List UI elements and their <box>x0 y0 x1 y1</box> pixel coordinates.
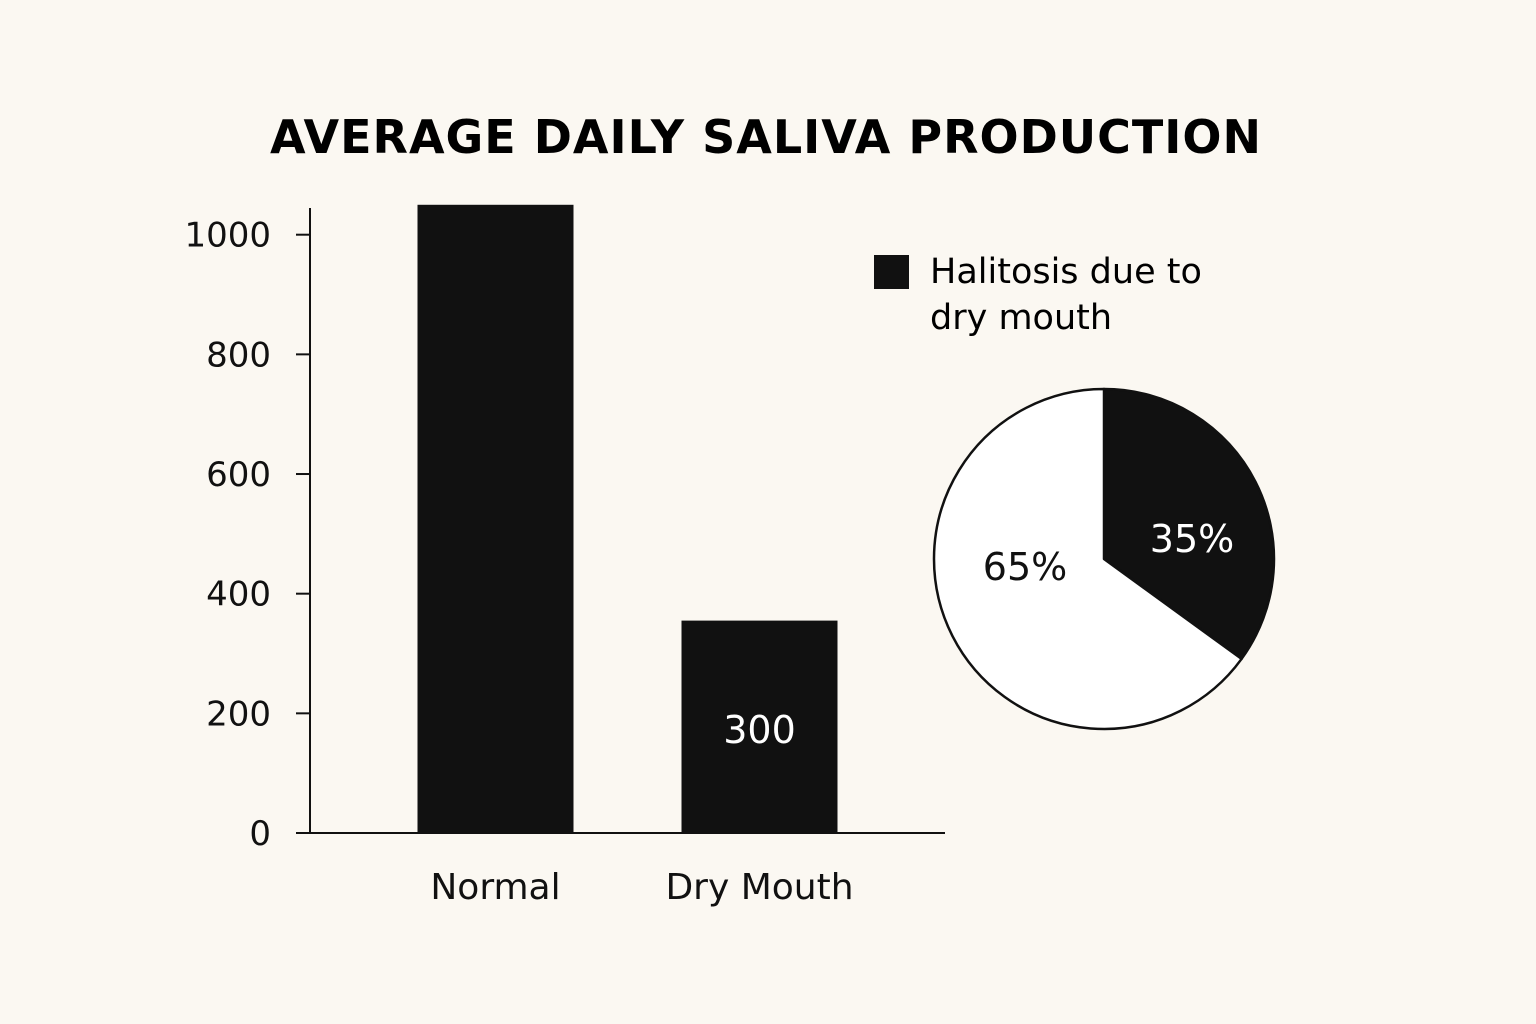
category-label: Dry Mouth <box>665 867 853 908</box>
pie-legend: Halitosis due to dry mouth <box>874 252 1202 338</box>
bar-dry-mouth <box>681 620 838 833</box>
category-label: Normal <box>430 867 560 908</box>
legend-swatch <box>874 255 909 289</box>
pie-slice-label: 35% <box>1150 517 1234 561</box>
legend-text-line-1: Halitosis due to <box>930 252 1202 292</box>
y-tick-label: 0 <box>249 814 271 854</box>
y-tick-label: 800 <box>206 335 271 375</box>
category-labels: Normal Dry Mouth <box>430 867 853 908</box>
pie-slice-label: 65% <box>983 545 1067 589</box>
bar-normal <box>417 204 574 833</box>
chart-title: AVERAGE DAILY SALIVA PRODUCTION <box>270 110 1262 164</box>
y-ticks: 0 200 400 600 800 1000 <box>184 216 310 854</box>
y-tick-label: 600 <box>206 455 271 495</box>
y-tick-label: 200 <box>206 694 271 734</box>
bars: 300 <box>417 204 838 833</box>
bar-data-label: 300 <box>723 708 796 752</box>
legend-text-line-2: dry mouth <box>930 298 1112 338</box>
y-tick-label: 1000 <box>184 216 271 256</box>
pie-chart: 35% 65% <box>932 387 1276 731</box>
y-tick-label: 400 <box>206 575 271 615</box>
pie-slice-35 <box>1102 387 1276 661</box>
pie-slice-65 <box>932 387 1243 731</box>
bar-chart: 0 200 400 600 800 1000 300 Normal Dry Mouth <box>184 204 945 908</box>
